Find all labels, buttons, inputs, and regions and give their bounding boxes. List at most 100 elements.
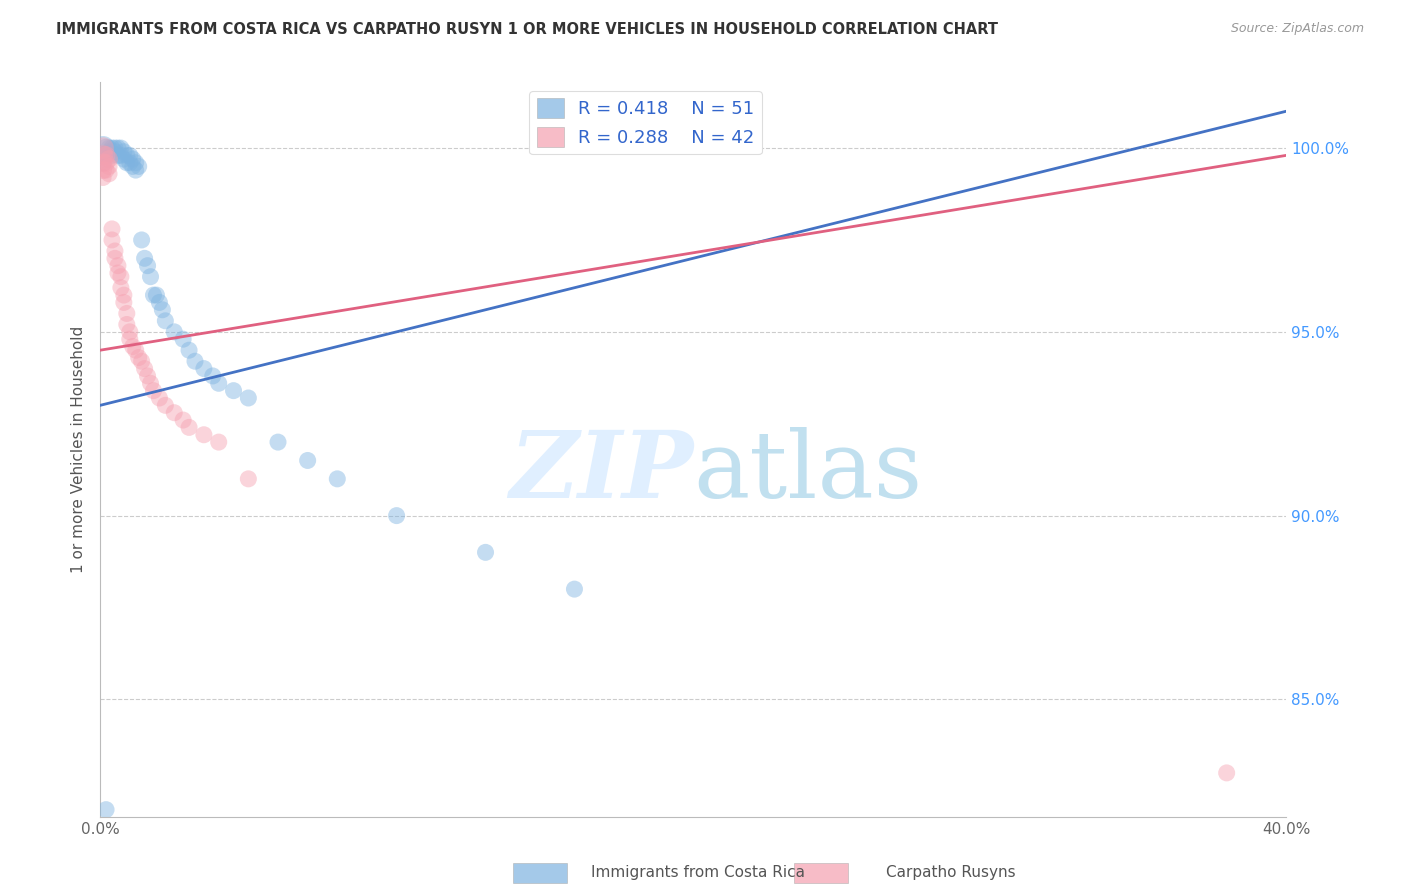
Point <box>139 269 162 284</box>
Point <box>385 508 408 523</box>
Point <box>91 148 114 162</box>
Point <box>222 384 245 398</box>
Point <box>94 803 117 817</box>
Point <box>474 545 496 559</box>
Point <box>107 266 129 280</box>
Point <box>148 391 170 405</box>
Point <box>208 435 231 450</box>
Text: Carpatho Rusyns: Carpatho Rusyns <box>886 865 1015 880</box>
Text: IMMIGRANTS FROM COSTA RICA VS CARPATHO RUSYN 1 OR MORE VEHICLES IN HOUSEHOLD COR: IMMIGRANTS FROM COSTA RICA VS CARPATHO R… <box>56 22 998 37</box>
Point <box>193 361 215 376</box>
Point <box>98 167 121 181</box>
Point <box>118 325 141 339</box>
Point <box>101 148 124 162</box>
Text: ZIP: ZIP <box>509 426 693 516</box>
Point <box>94 163 117 178</box>
Point <box>145 288 167 302</box>
Point <box>98 160 121 174</box>
Point <box>91 170 114 185</box>
Point <box>134 252 156 266</box>
Point <box>125 155 148 169</box>
Point <box>115 318 138 332</box>
Point <box>118 332 141 346</box>
Point <box>136 368 159 383</box>
Point <box>142 384 165 398</box>
Point <box>91 141 114 155</box>
Text: Source: ZipAtlas.com: Source: ZipAtlas.com <box>1230 22 1364 36</box>
Point <box>1215 765 1237 780</box>
Point <box>121 152 143 166</box>
Point <box>110 269 132 284</box>
Point <box>98 152 121 166</box>
Point <box>118 155 141 169</box>
Point <box>115 155 138 169</box>
Point <box>131 354 153 368</box>
Point <box>177 420 200 434</box>
Point <box>163 406 186 420</box>
Point <box>91 141 114 155</box>
Point <box>94 141 117 155</box>
Point <box>201 368 224 383</box>
Point <box>208 376 231 391</box>
Point <box>107 148 129 162</box>
Point <box>172 332 194 346</box>
Point <box>101 141 124 155</box>
Point <box>110 141 132 155</box>
Point <box>177 343 200 358</box>
Point <box>94 155 117 169</box>
Legend: R = 0.418    N = 51, R = 0.288    N = 42: R = 0.418 N = 51, R = 0.288 N = 42 <box>530 91 762 154</box>
Point <box>107 141 129 155</box>
Point <box>238 391 260 405</box>
Point <box>297 453 319 467</box>
Point <box>115 148 138 162</box>
Point <box>112 288 135 302</box>
Point <box>104 244 127 258</box>
Point <box>112 152 135 166</box>
Point <box>139 376 162 391</box>
Point <box>112 295 135 310</box>
Point <box>94 148 117 162</box>
Point <box>125 343 148 358</box>
Point <box>101 233 124 247</box>
Point <box>91 148 114 162</box>
Point <box>238 472 260 486</box>
Point <box>326 472 349 486</box>
Point <box>98 141 121 155</box>
Point <box>155 398 177 412</box>
Point <box>148 295 170 310</box>
Point <box>125 163 148 178</box>
Point <box>172 413 194 427</box>
Point <box>118 148 141 162</box>
Point <box>91 163 114 178</box>
Point <box>142 288 165 302</box>
Point <box>98 145 121 159</box>
Y-axis label: 1 or more Vehicles in Household: 1 or more Vehicles in Household <box>72 326 86 573</box>
Point <box>163 325 186 339</box>
Point <box>104 141 127 155</box>
Point <box>128 351 150 365</box>
Point <box>110 281 132 295</box>
Point <box>91 155 114 169</box>
Point <box>121 160 143 174</box>
Point <box>184 354 207 368</box>
Point <box>94 148 117 162</box>
Point <box>91 155 114 169</box>
Point <box>110 148 132 162</box>
Point <box>193 427 215 442</box>
Point <box>104 252 127 266</box>
Point <box>128 160 150 174</box>
Point <box>134 361 156 376</box>
Point <box>115 306 138 320</box>
Point <box>101 222 124 236</box>
Text: Immigrants from Costa Rica: Immigrants from Costa Rica <box>591 865 804 880</box>
Text: atlas: atlas <box>693 426 922 516</box>
Point <box>131 233 153 247</box>
Point <box>104 145 127 159</box>
Point <box>267 435 290 450</box>
Point <box>121 339 143 353</box>
Point <box>107 259 129 273</box>
Point <box>150 302 173 317</box>
Point <box>112 145 135 159</box>
Point <box>564 582 586 596</box>
Point <box>136 259 159 273</box>
